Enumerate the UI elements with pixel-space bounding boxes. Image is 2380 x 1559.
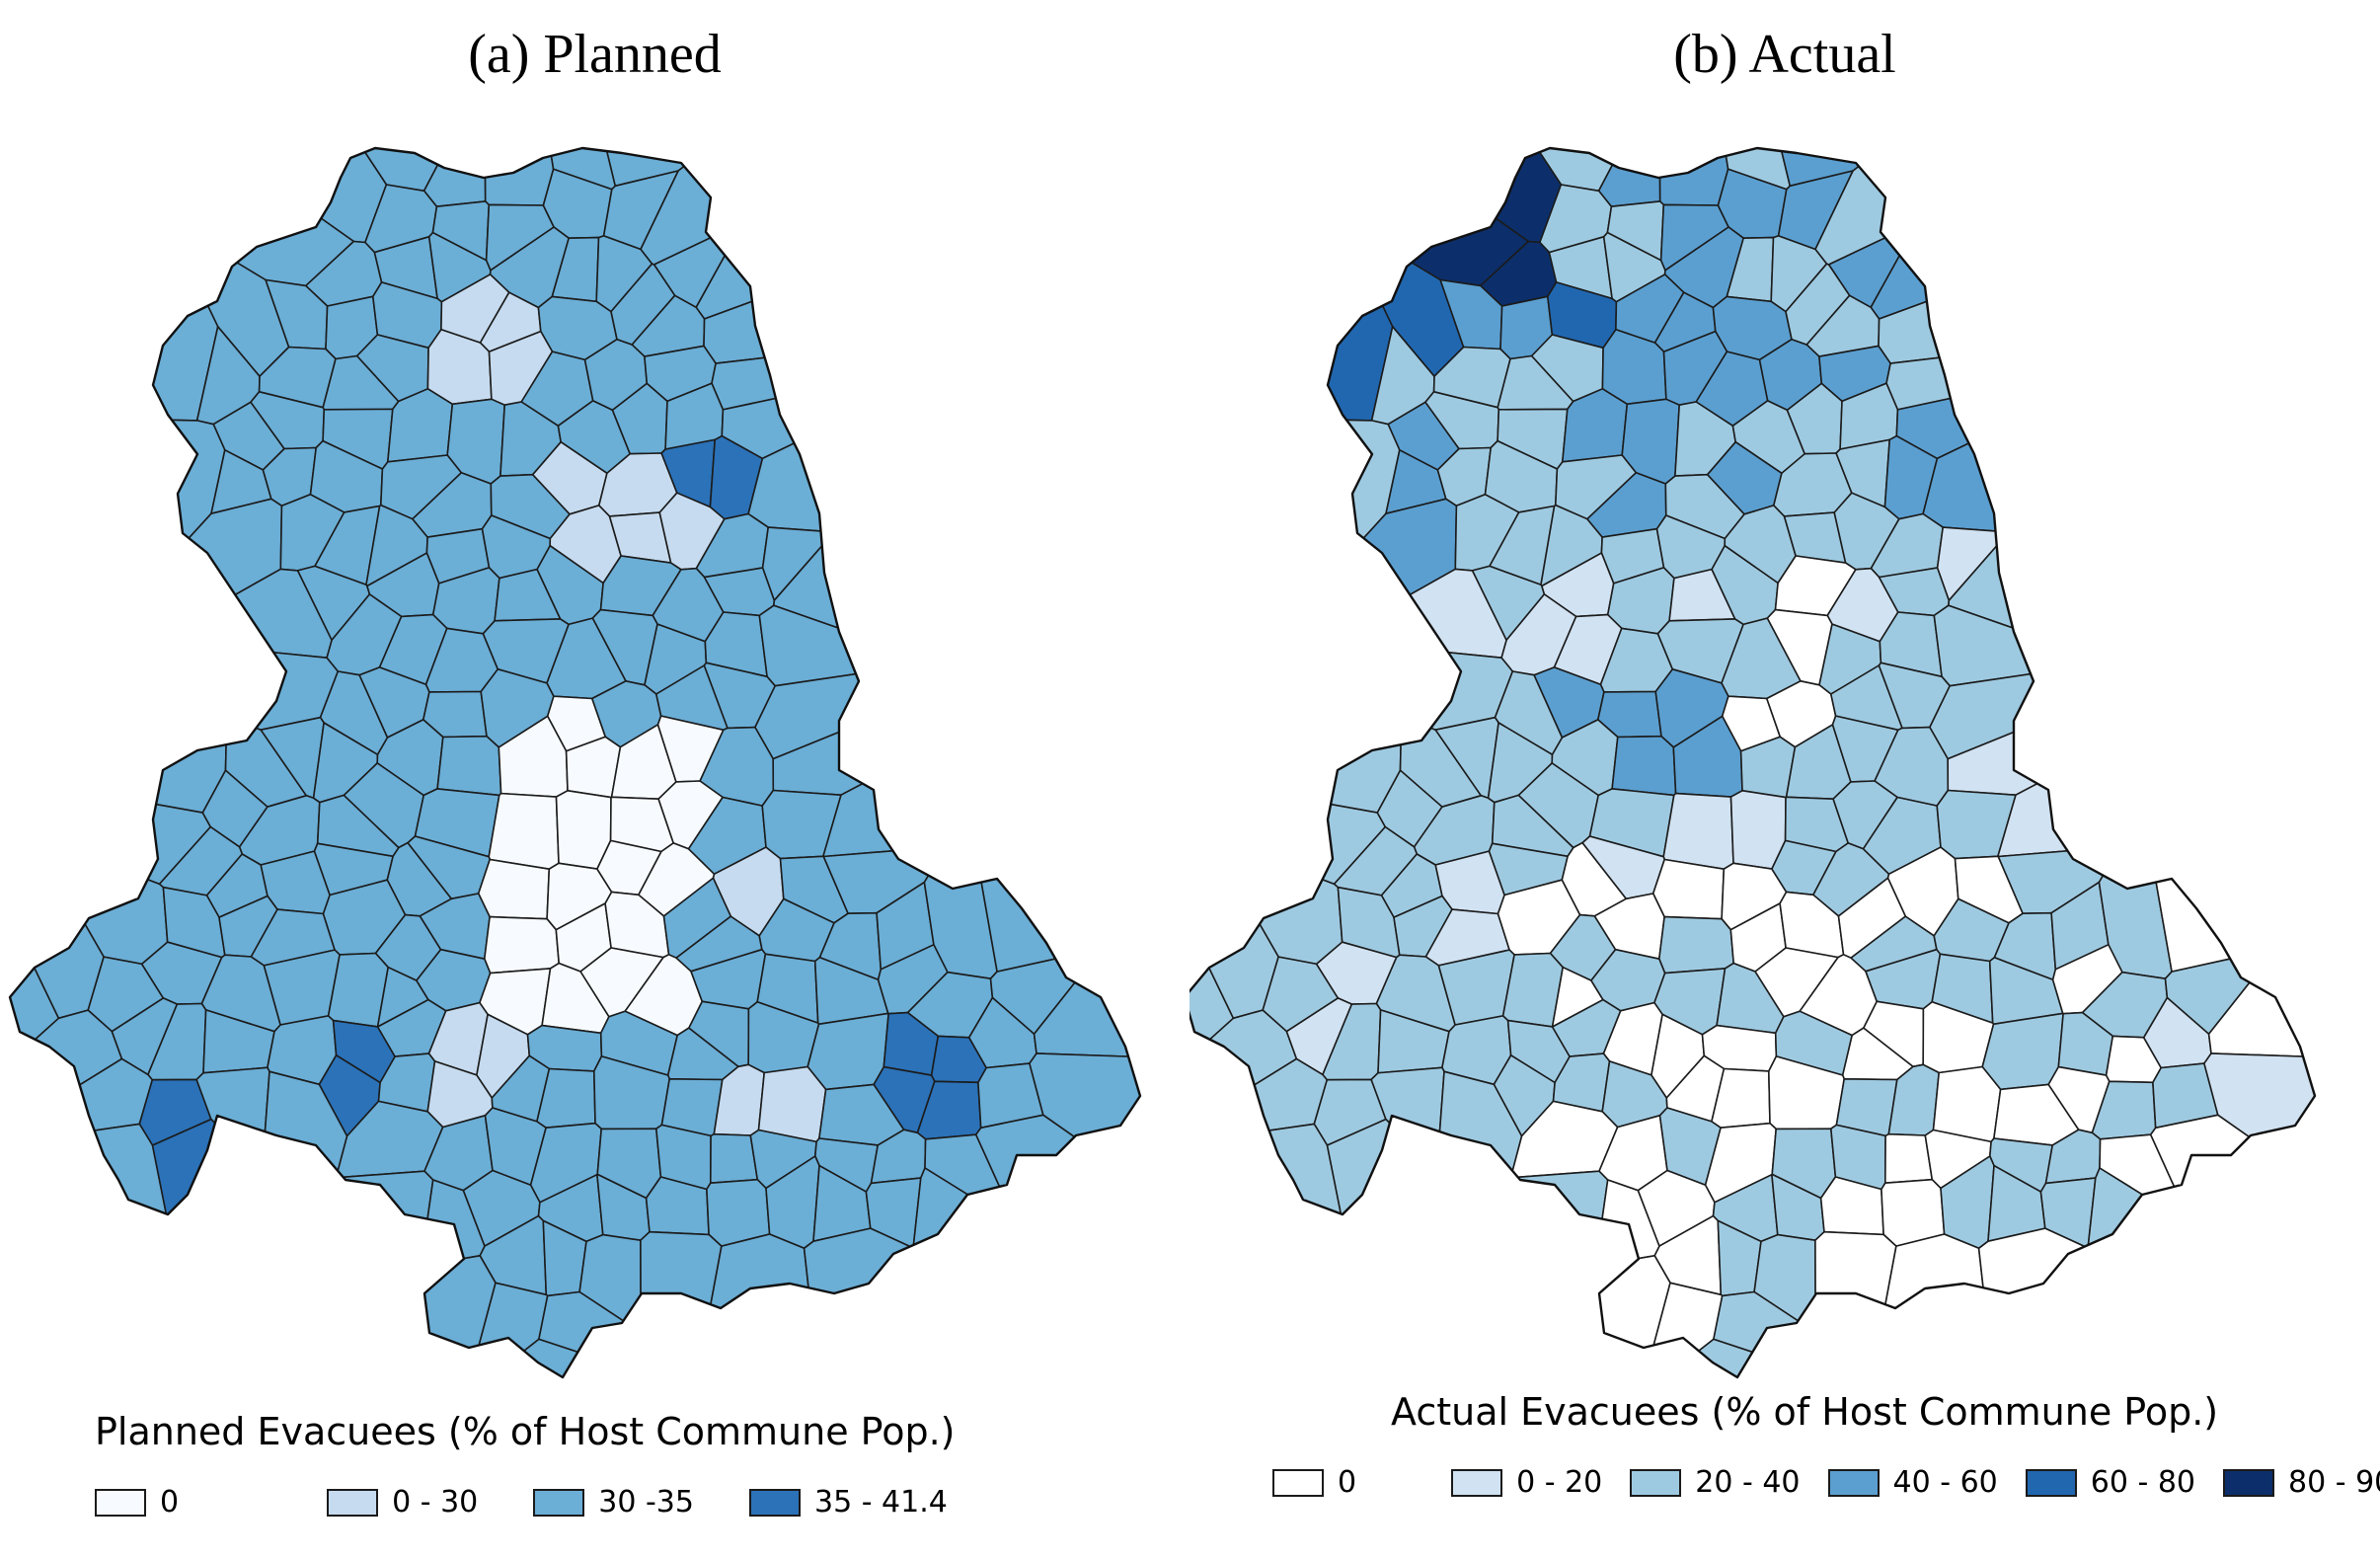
planned-evacuees-map bbox=[8, 146, 1142, 1379]
commune bbox=[822, 684, 1050, 858]
department-outline bbox=[1190, 146, 2317, 1379]
commune bbox=[182, 1255, 497, 1377]
commune bbox=[1922, 290, 2315, 533]
commune bbox=[703, 151, 1140, 364]
legend-item: 20 - 40 bbox=[1630, 1465, 1801, 1500]
commune bbox=[1208, 835, 1344, 966]
panel-title-actual: (b) Actual bbox=[1673, 24, 1896, 85]
commune bbox=[640, 1230, 723, 1377]
legend-item: 30 -35 bbox=[533, 1485, 694, 1520]
commune bbox=[10, 514, 228, 814]
legend-item: 0 bbox=[1272, 1465, 1356, 1500]
commune bbox=[1814, 148, 2035, 266]
legend-label: 30 -35 bbox=[598, 1485, 694, 1520]
commune bbox=[483, 915, 561, 974]
commune bbox=[758, 604, 937, 687]
legend-swatch bbox=[1630, 1468, 1682, 1497]
commune bbox=[484, 148, 555, 206]
commune bbox=[1977, 1227, 2218, 1377]
commune bbox=[151, 1118, 345, 1377]
commune bbox=[803, 1227, 1043, 1377]
commune bbox=[1190, 416, 1401, 742]
legend-label: 35 - 41.4 bbox=[813, 1485, 948, 1520]
commune bbox=[1883, 1132, 1934, 1184]
commune bbox=[711, 322, 1055, 411]
commune bbox=[1981, 1012, 2064, 1091]
commune bbox=[912, 1167, 1130, 1377]
legend-item: 0 - 20 bbox=[1451, 1465, 1602, 1500]
legend-label: 40 - 60 bbox=[1892, 1465, 1998, 1500]
legend-swatch bbox=[1272, 1468, 1324, 1497]
commune bbox=[1651, 858, 1726, 920]
legend-swatch bbox=[2223, 1468, 2275, 1497]
legend-swatch bbox=[1451, 1468, 1503, 1497]
legend-item: 35 - 41.4 bbox=[748, 1485, 948, 1520]
commune bbox=[73, 148, 355, 287]
legend-swatch bbox=[533, 1488, 585, 1517]
commune bbox=[2087, 1167, 2305, 1377]
legend-item: 60 - 80 bbox=[2025, 1465, 2196, 1500]
legend-label: 60 - 80 bbox=[2090, 1465, 2196, 1500]
commune bbox=[34, 835, 169, 966]
legend-label: 0 - 20 bbox=[1516, 1465, 1603, 1500]
commune bbox=[488, 792, 560, 871]
commune bbox=[640, 148, 860, 266]
panel-title-planned: (a) Planned bbox=[468, 24, 722, 85]
panel-actual: (b) Actual Actual Evacuees (% of Host Co… bbox=[1190, 0, 2380, 1559]
legend-label: 0 bbox=[160, 1485, 180, 1520]
commune bbox=[1326, 1118, 1519, 1377]
legend-item: 0 bbox=[95, 1485, 179, 1520]
commune bbox=[695, 148, 1140, 320]
department-outline bbox=[8, 146, 1142, 1379]
panel-planned: (a) Planned Planned Evacuees (% of Host … bbox=[8, 24, 1142, 1520]
commune bbox=[747, 290, 1140, 533]
commune bbox=[2149, 1114, 2315, 1377]
commune bbox=[1611, 735, 1677, 797]
commune bbox=[1356, 1255, 1671, 1377]
commune bbox=[757, 1065, 827, 1143]
commune bbox=[2144, 495, 2315, 973]
legend-planned: 0 0 - 30 30 -35 35 - 41.4 bbox=[95, 1485, 993, 1520]
commune bbox=[1870, 148, 2315, 320]
legend-swatch bbox=[748, 1488, 801, 1517]
commune bbox=[1658, 148, 1729, 206]
commune bbox=[1248, 148, 1530, 287]
commune bbox=[1933, 604, 2111, 687]
commune bbox=[10, 148, 219, 422]
legend-swatch bbox=[1827, 1468, 1880, 1497]
commune bbox=[1190, 514, 1403, 814]
commune bbox=[1932, 1065, 2002, 1143]
commune bbox=[1190, 148, 1394, 422]
commune bbox=[477, 858, 551, 920]
commune bbox=[10, 797, 105, 1020]
commune bbox=[192, 148, 388, 244]
legend-swatch bbox=[327, 1488, 379, 1517]
legend-title-planned: Planned Evacuees (% of Host Commune Pop.… bbox=[95, 1410, 956, 1453]
actual-evacuees-map bbox=[1190, 146, 2317, 1379]
legend-title-actual: Actual Evacuees (% of Host Commune Pop.) bbox=[1391, 1390, 2219, 1434]
legend-label: 80 - 90 bbox=[2288, 1465, 2380, 1500]
commune bbox=[709, 1132, 759, 1184]
commune bbox=[806, 1012, 889, 1091]
commune bbox=[1814, 1230, 1897, 1377]
legend-item: 0 - 30 bbox=[327, 1485, 478, 1520]
legend-label: 0 - 30 bbox=[392, 1485, 479, 1520]
legend-label: 20 - 40 bbox=[1695, 1465, 1801, 1500]
legend-swatch bbox=[95, 1488, 146, 1517]
legend-label: 0 bbox=[1338, 1465, 1357, 1500]
legend-actual: 0 0 - 20 20 - 40 40 - 60 60 - 80 80 - 90 bbox=[1272, 1465, 2380, 1500]
commune bbox=[1367, 148, 1563, 244]
commune bbox=[1885, 322, 2230, 411]
legend-swatch bbox=[2025, 1468, 2077, 1497]
legend-item: 40 - 60 bbox=[1827, 1465, 1998, 1500]
commune bbox=[436, 735, 502, 797]
legend-item: 80 - 90 bbox=[2223, 1465, 2380, 1500]
commune bbox=[969, 495, 1140, 973]
commune bbox=[974, 1114, 1140, 1377]
commune bbox=[1657, 915, 1735, 974]
commune bbox=[1997, 684, 2225, 858]
commune bbox=[1878, 151, 2315, 364]
commune bbox=[1662, 792, 1734, 871]
